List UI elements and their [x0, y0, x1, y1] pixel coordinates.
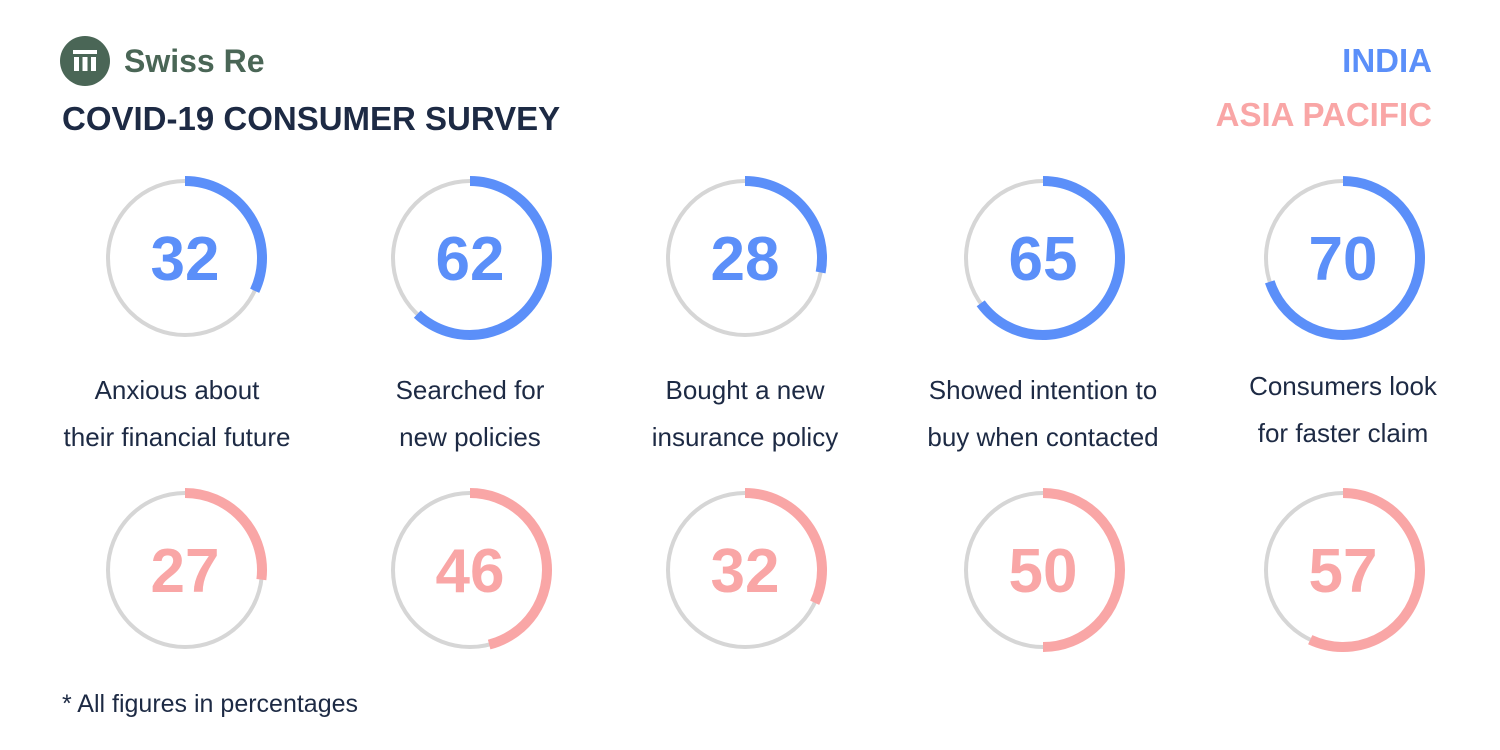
gauge-arc-india [744, 176, 827, 274]
gauge-arc-asia-pacific [184, 488, 267, 581]
gauge-value: 32 [151, 225, 220, 294]
category-label-line: Consumers look [1249, 371, 1437, 401]
category-label-line: buy when contacted [927, 422, 1159, 452]
gauge-value: 50 [1009, 537, 1078, 606]
swiss-re-logo: Swiss Re [60, 36, 265, 86]
gauge-arc-asia-pacific [744, 488, 827, 605]
footnote: * All figures in percentages [62, 690, 359, 718]
category-label-line: insurance policy [651, 422, 839, 452]
brand-name: Swiss Re [124, 42, 265, 79]
gauge-arc-asia-pacific [1308, 488, 1425, 652]
gauge-value: 27 [151, 537, 220, 606]
category-label-line: Searched for [395, 375, 545, 405]
legend-india: INDIA [1342, 42, 1432, 79]
page-title: COVID-19 CONSUMER SURVEY [62, 100, 561, 137]
category-label: Bought a new insurance policy [595, 367, 895, 461]
category-label: Showed intention to buy when contacted [893, 367, 1193, 461]
gauge-value: 32 [711, 537, 780, 606]
gauge-arc-india [976, 176, 1125, 340]
category-label-line: for faster claim [1257, 418, 1429, 448]
category-label-line: their financial future [63, 422, 291, 452]
legend-asia-pacific: ASIA PACIFIC [1215, 96, 1432, 133]
category-label-line: Showed intention to [928, 375, 1158, 405]
gauge-value: 70 [1309, 225, 1378, 294]
category-label-line: Anxious about [94, 375, 260, 405]
gauge-value: 57 [1309, 537, 1378, 606]
gauge-arc-india [184, 176, 267, 293]
category-label: Consumers look for faster claim [1193, 363, 1493, 457]
category-label-line: Bought a new [665, 375, 825, 405]
gauge-value: 46 [436, 537, 505, 606]
category-label: Anxious about their financial future [27, 367, 327, 461]
gauge-arc-india [413, 176, 552, 340]
gauge-value: 28 [711, 225, 780, 294]
gauge-value: 62 [436, 225, 505, 294]
gauge-arc-asia-pacific [469, 488, 552, 650]
gauge-arc-india [1265, 176, 1425, 340]
gauge-value: 65 [1009, 225, 1078, 294]
category-label: Searched for new policies [320, 367, 620, 461]
swiss-re-emblem-icon [60, 36, 110, 86]
category-label-line: new policies [399, 422, 541, 452]
gauge-arc-asia-pacific [1042, 488, 1125, 652]
